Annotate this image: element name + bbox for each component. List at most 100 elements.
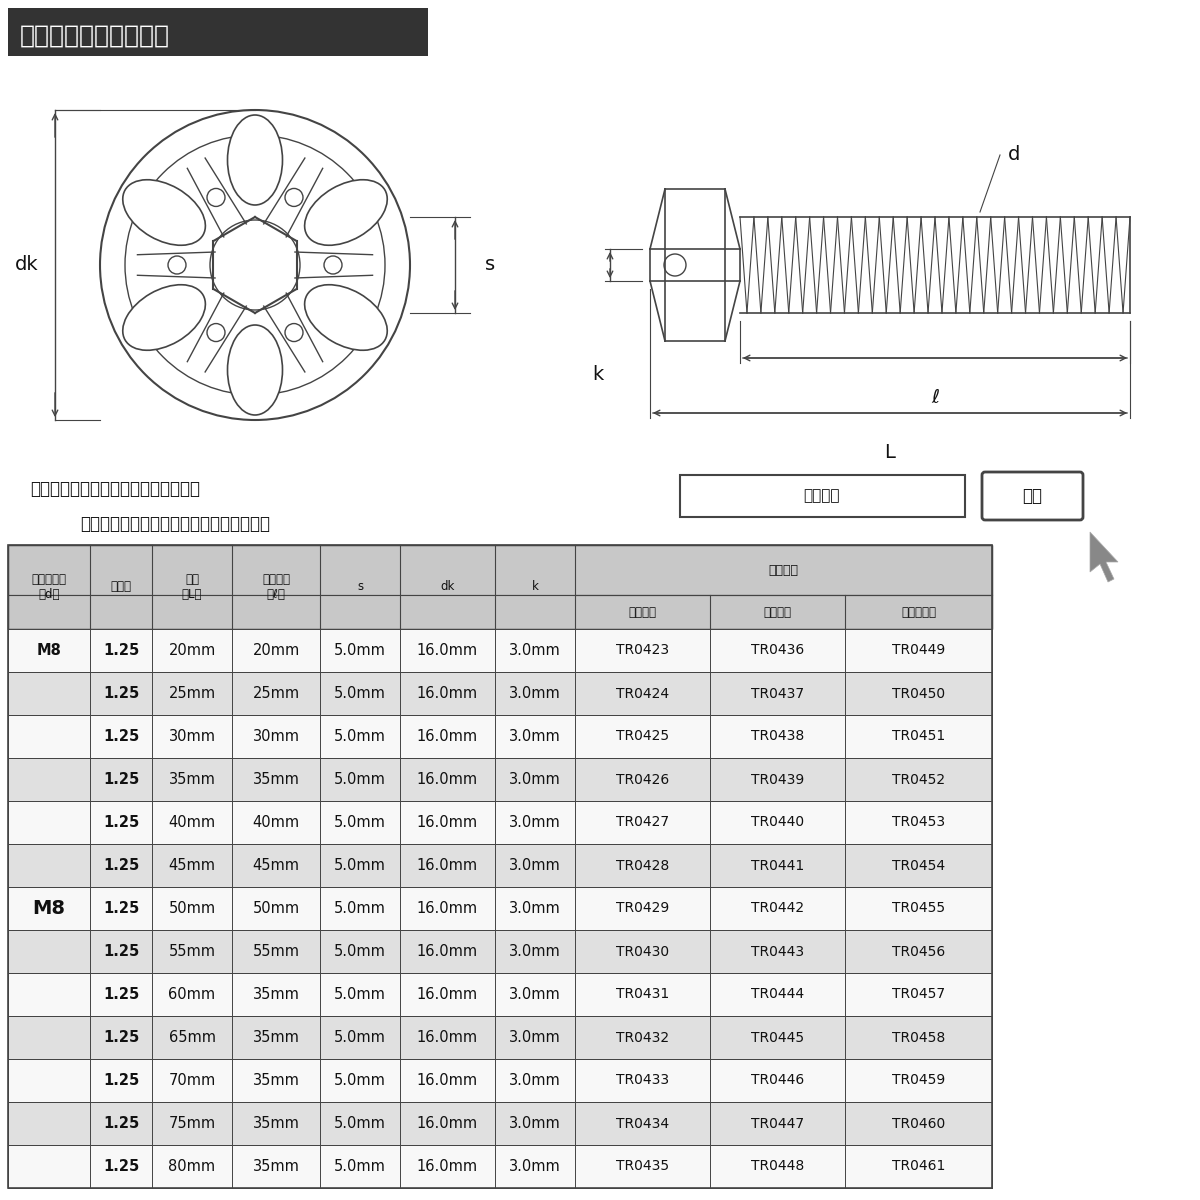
Text: 5.0mm: 5.0mm: [334, 815, 386, 830]
Text: 1.25: 1.25: [103, 1159, 139, 1174]
Bar: [8, 802, 992, 844]
Text: TR0454: TR0454: [892, 858, 946, 872]
Text: 16.0mm: 16.0mm: [416, 643, 478, 658]
Text: 5.0mm: 5.0mm: [334, 1073, 386, 1088]
Text: 長さ
（L）: 長さ （L）: [181, 572, 203, 601]
Text: TR0443: TR0443: [751, 944, 804, 959]
Text: TR0456: TR0456: [892, 944, 946, 959]
Bar: [8, 545, 992, 629]
Ellipse shape: [206, 188, 226, 206]
Text: 1.25: 1.25: [103, 772, 139, 787]
Text: 35mm: 35mm: [252, 1116, 300, 1130]
Text: 3.0mm: 3.0mm: [509, 1073, 560, 1088]
Bar: [8, 973, 992, 1016]
Bar: [8, 1102, 992, 1145]
Text: TR0448: TR0448: [751, 1159, 804, 1174]
Ellipse shape: [122, 284, 205, 350]
Text: ℓ: ℓ: [931, 388, 940, 407]
Text: k: k: [532, 581, 539, 594]
Text: 16.0mm: 16.0mm: [416, 858, 478, 874]
Text: ネジ長さ
（ℓ）: ネジ長さ （ℓ）: [262, 572, 290, 601]
Text: TR0432: TR0432: [616, 1031, 670, 1044]
Text: 35mm: 35mm: [168, 772, 216, 787]
Text: 30mm: 30mm: [252, 728, 300, 744]
Text: 1.25: 1.25: [103, 1030, 139, 1045]
Text: 25mm: 25mm: [168, 686, 216, 701]
Text: 検索: 検索: [1022, 487, 1042, 505]
Text: 焼きチタン: 焼きチタン: [901, 606, 936, 618]
Ellipse shape: [228, 115, 282, 205]
Text: 3.0mm: 3.0mm: [509, 1116, 560, 1130]
Text: ネジの呼び
（d）: ネジの呼び （d）: [31, 572, 66, 601]
Ellipse shape: [168, 256, 186, 274]
Text: 5.0mm: 5.0mm: [334, 901, 386, 916]
Text: 3.0mm: 3.0mm: [509, 728, 560, 744]
Text: 20mm: 20mm: [168, 643, 216, 658]
Text: 40mm: 40mm: [168, 815, 216, 830]
Text: 20mm: 20mm: [252, 643, 300, 658]
Text: s: s: [485, 256, 496, 275]
Text: k: k: [593, 365, 604, 384]
Text: TR0446: TR0446: [751, 1074, 804, 1087]
Bar: [8, 1145, 992, 1188]
Text: 16.0mm: 16.0mm: [416, 772, 478, 787]
Text: 16.0mm: 16.0mm: [416, 944, 478, 959]
Ellipse shape: [305, 284, 388, 350]
Text: TR0453: TR0453: [892, 816, 946, 829]
Text: TR0437: TR0437: [751, 686, 804, 701]
Text: s: s: [356, 581, 364, 594]
Text: TR0425: TR0425: [616, 730, 670, 744]
Text: 55mm: 55mm: [252, 944, 300, 959]
Text: TR0444: TR0444: [751, 988, 804, 1002]
Text: M8: M8: [36, 643, 61, 658]
Text: TR0424: TR0424: [616, 686, 670, 701]
Text: 1.25: 1.25: [103, 858, 139, 874]
Text: TR0442: TR0442: [751, 901, 804, 916]
Text: 3.0mm: 3.0mm: [509, 643, 560, 658]
Text: 1.25: 1.25: [103, 728, 139, 744]
Text: 5.0mm: 5.0mm: [334, 686, 386, 701]
Text: dk: dk: [440, 581, 455, 594]
Text: 5.0mm: 5.0mm: [334, 728, 386, 744]
Text: dk: dk: [14, 256, 38, 275]
Text: TR0435: TR0435: [616, 1159, 670, 1174]
Ellipse shape: [286, 324, 302, 342]
Ellipse shape: [305, 180, 388, 245]
Text: TR0459: TR0459: [892, 1074, 946, 1087]
Ellipse shape: [122, 180, 205, 245]
Text: 1.25: 1.25: [103, 1073, 139, 1088]
Text: 5.0mm: 5.0mm: [334, 858, 386, 874]
Text: 45mm: 45mm: [168, 858, 216, 874]
Text: 75mm: 75mm: [168, 1116, 216, 1130]
Text: 70mm: 70mm: [168, 1073, 216, 1088]
Text: TR0460: TR0460: [892, 1116, 946, 1130]
Text: TR0433: TR0433: [616, 1074, 670, 1087]
Text: 3.0mm: 3.0mm: [509, 986, 560, 1002]
Ellipse shape: [228, 325, 282, 415]
Bar: [8, 545, 992, 1188]
Text: 5.0mm: 5.0mm: [334, 772, 386, 787]
Text: TR0458: TR0458: [892, 1031, 946, 1044]
Text: TR0440: TR0440: [751, 816, 804, 829]
Bar: [8, 629, 992, 672]
Text: 3.0mm: 3.0mm: [509, 1159, 560, 1174]
Text: TR0430: TR0430: [616, 944, 670, 959]
Text: ゴールド: ゴールド: [763, 606, 792, 618]
Text: 16.0mm: 16.0mm: [416, 1030, 478, 1045]
Text: TR0438: TR0438: [751, 730, 804, 744]
Text: 3.0mm: 3.0mm: [509, 858, 560, 874]
Text: TR0457: TR0457: [892, 988, 946, 1002]
Text: TR0461: TR0461: [892, 1159, 946, 1174]
Text: TR0434: TR0434: [616, 1116, 670, 1130]
Text: 5.0mm: 5.0mm: [334, 1030, 386, 1045]
Text: 16.0mm: 16.0mm: [416, 686, 478, 701]
Text: 3.0mm: 3.0mm: [509, 772, 560, 787]
Bar: [8, 844, 992, 887]
Ellipse shape: [208, 324, 226, 342]
Text: 1.25: 1.25: [103, 944, 139, 959]
Text: 16.0mm: 16.0mm: [416, 986, 478, 1002]
Text: TR0429: TR0429: [616, 901, 670, 916]
Bar: [8, 1058, 992, 1102]
Bar: [8, 930, 992, 973]
Bar: [8, 1016, 992, 1058]
